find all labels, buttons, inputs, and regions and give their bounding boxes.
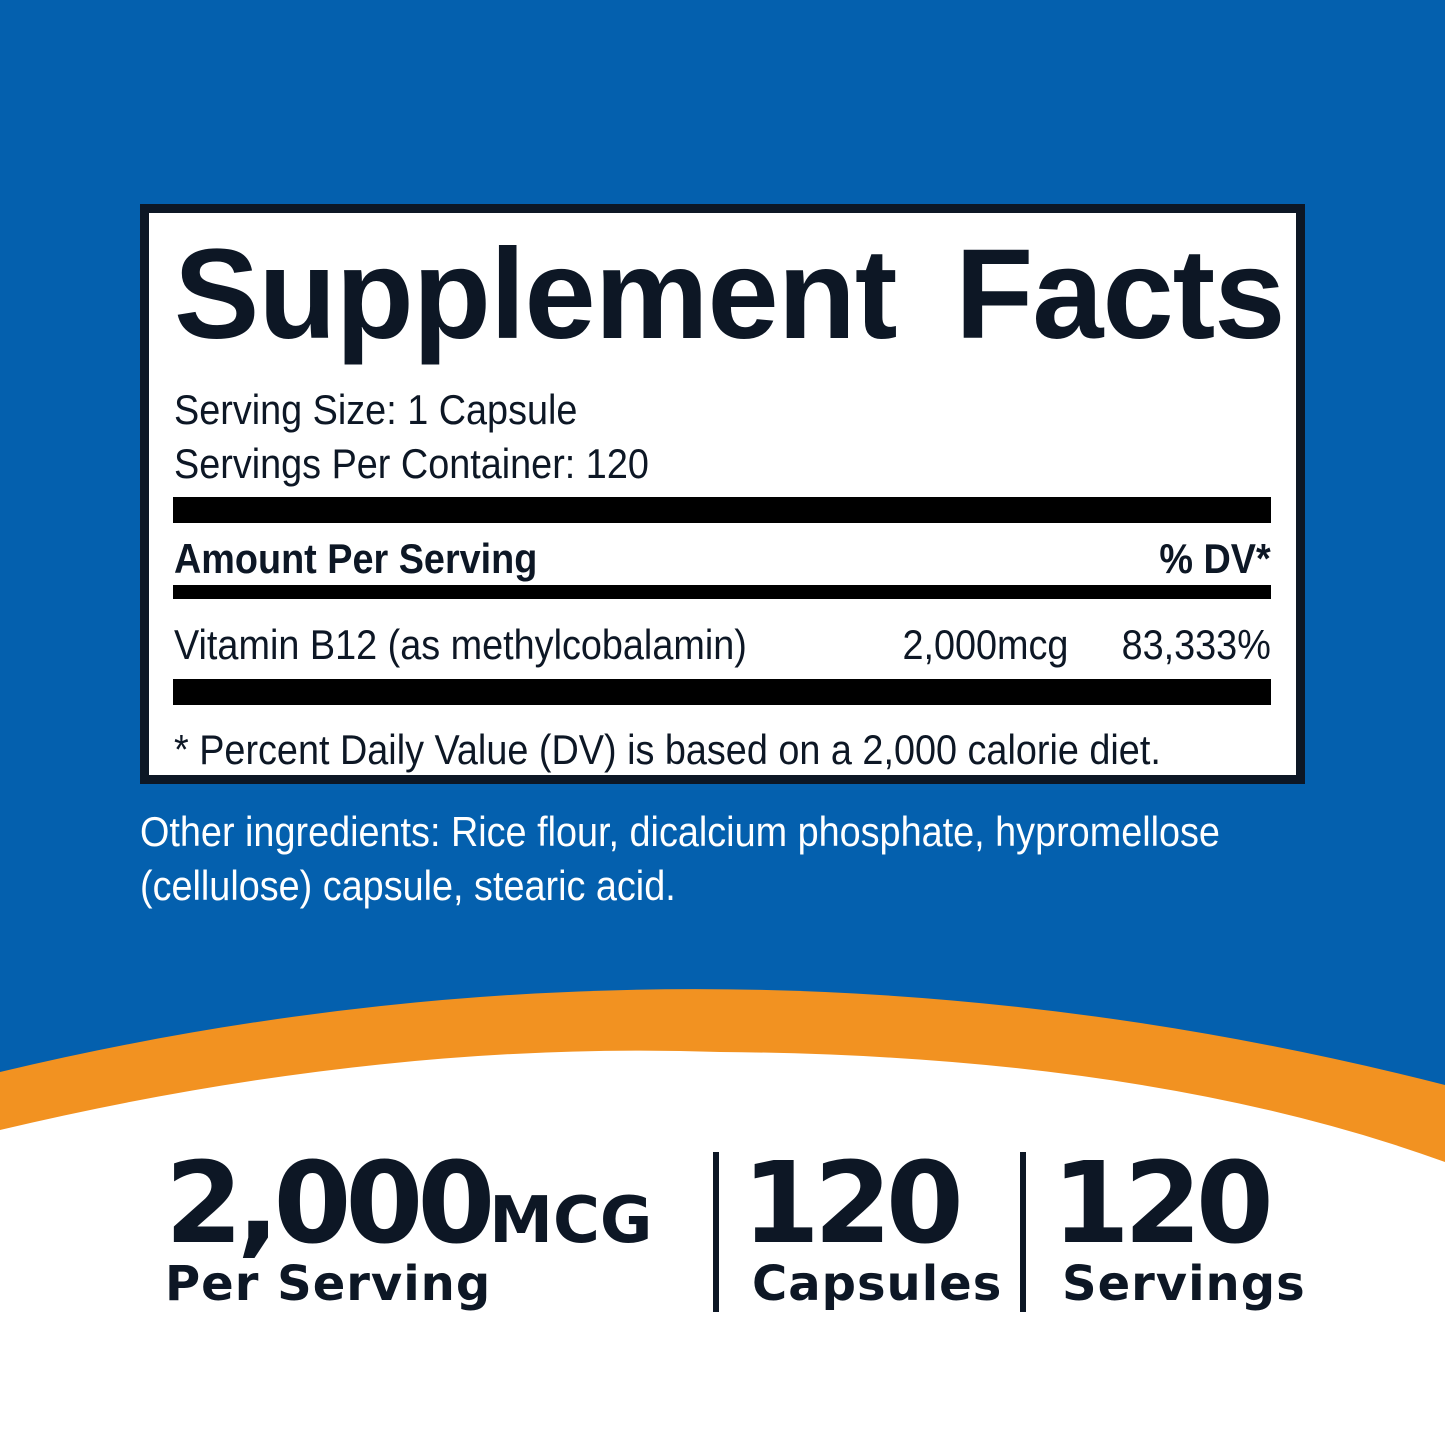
divider-thick-bottom	[173, 679, 1271, 705]
serving-size: Serving Size: 1 Capsule	[174, 386, 578, 433]
supplement-facts-panel: Supplement Facts Serving Size: 1 Capsule…	[140, 204, 1305, 784]
capsules-value: 120	[742, 1139, 964, 1269]
servings-value: 120	[1052, 1139, 1274, 1269]
dv-header: % DV*	[1159, 535, 1271, 582]
divider-medium	[173, 585, 1271, 599]
white-area	[0, 1050, 1445, 1445]
stat-dose: 2,000MCG	[165, 1148, 652, 1260]
servings-label: Servings	[1062, 1256, 1306, 1312]
panel-title: Supplement Facts	[174, 223, 1285, 366]
capsules-label: Capsules	[752, 1256, 1003, 1312]
stat-divider	[713, 1152, 719, 1312]
other-ingredients: Other ingredients: Rice flour, dicalcium…	[140, 808, 1220, 909]
servings-per-container: Servings Per Container: 120	[174, 440, 649, 487]
stat-divider	[1020, 1152, 1026, 1312]
divider-thick	[173, 497, 1271, 523]
nutrient-dv: 83,333%	[1121, 621, 1271, 668]
amount-header: Amount Per Serving	[174, 535, 538, 582]
nutrient-name: Vitamin B12 (as methylcobalamin)	[174, 621, 747, 668]
dose-unit: MCG	[489, 1184, 653, 1258]
dose-value: 2,000	[165, 1139, 495, 1269]
dose-label: Per Serving	[165, 1256, 492, 1312]
footnote: * Percent Daily Value (DV) is based on a…	[174, 726, 1161, 773]
nutrient-amount: 2,000mcg	[901, 621, 1068, 668]
